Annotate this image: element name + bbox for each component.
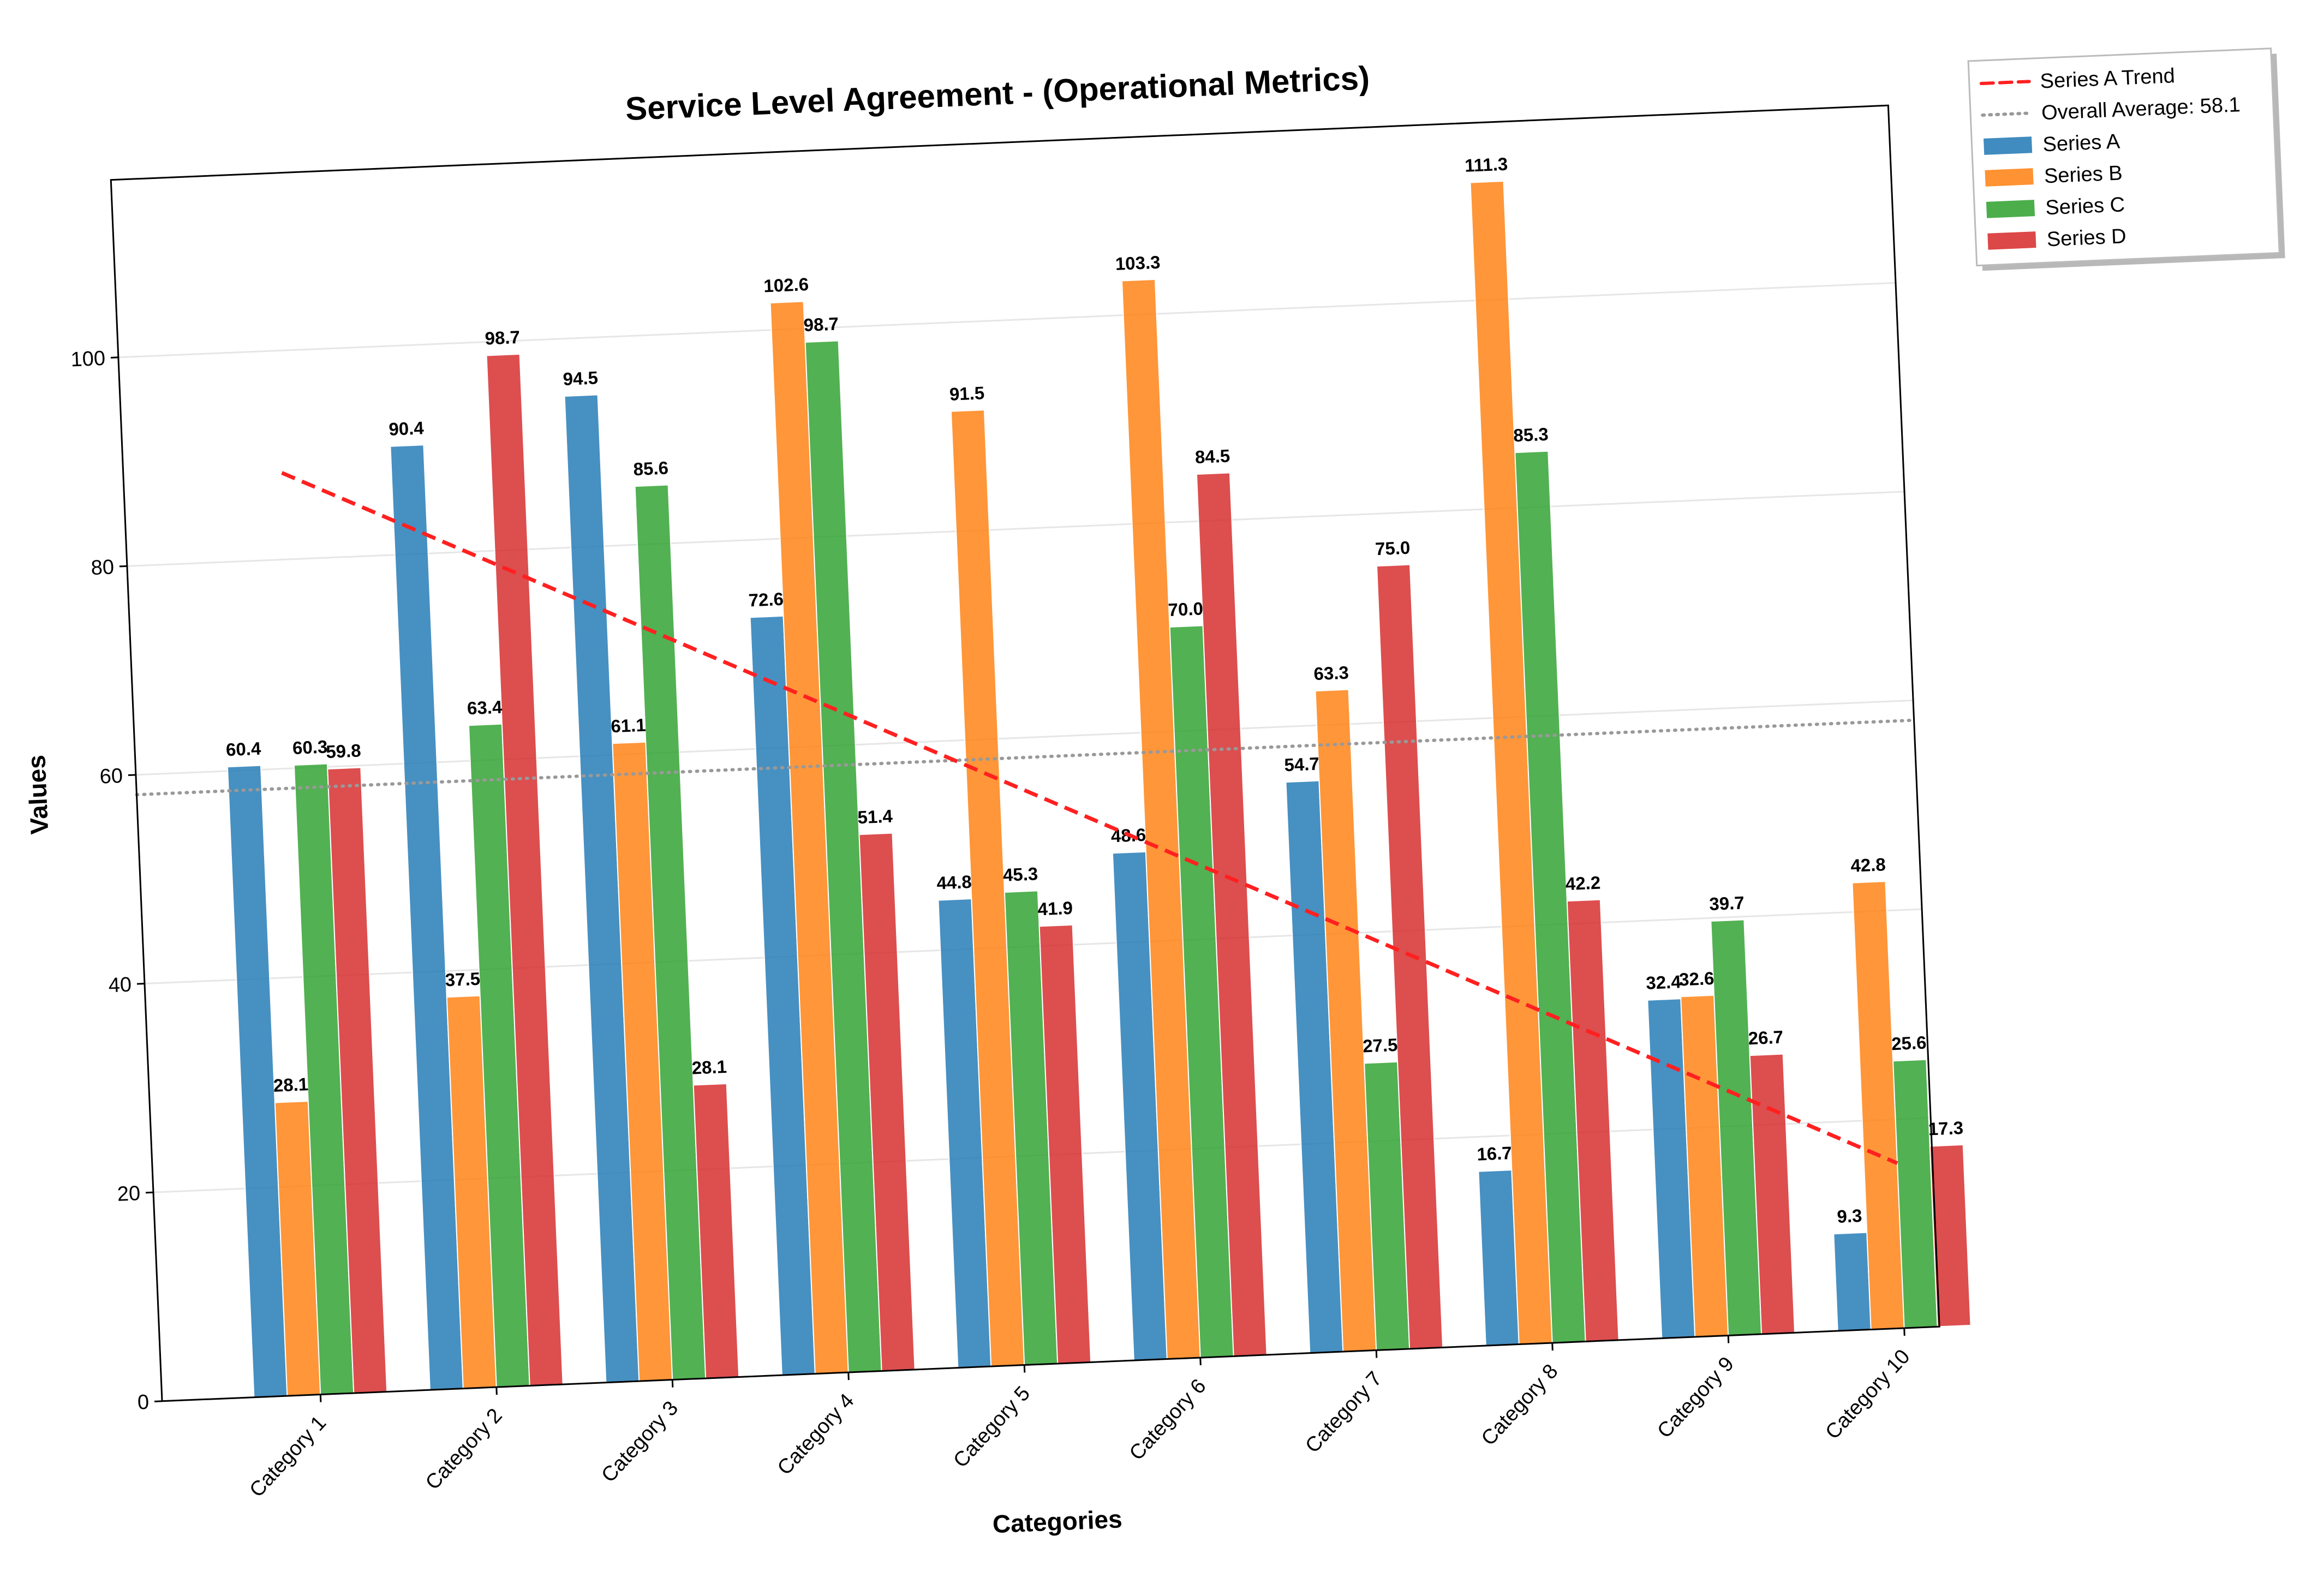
overlay-lines xyxy=(135,471,1916,1165)
x-tick-label: Category 8 xyxy=(1477,1360,1563,1450)
y-axis: 0 20 40 60 80 100 xyxy=(70,347,163,1414)
bar-value-label: 60.3 xyxy=(292,737,328,758)
bar-value-label: 27.5 xyxy=(1362,1035,1398,1056)
bar-value-label: 85.3 xyxy=(1513,424,1549,446)
bar-value-label: 98.7 xyxy=(803,313,839,335)
legend-entry-label: Series C xyxy=(2045,193,2125,219)
bar-value-label: 28.1 xyxy=(691,1056,727,1078)
gridline xyxy=(118,282,1896,359)
bar-value-label: 32.6 xyxy=(1678,968,1714,990)
legend-entry-label: Series A xyxy=(2042,130,2121,156)
bar-value-label: 39.7 xyxy=(1709,892,1745,914)
average-line xyxy=(135,718,1916,797)
bar-value-label: 61.1 xyxy=(611,715,647,737)
trend-line xyxy=(281,471,1898,1165)
y-tick-label: 0 xyxy=(137,1391,150,1414)
bar-value-label: 59.8 xyxy=(326,740,362,762)
y-tick xyxy=(154,1400,163,1402)
y-axis-title: Values xyxy=(22,754,53,835)
y-tick xyxy=(110,356,118,359)
x-tick xyxy=(1551,1342,1554,1351)
x-tick-label: Category 9 xyxy=(1653,1353,1738,1443)
bar-value-label: 60.4 xyxy=(225,738,261,760)
bar-value-label: 51.4 xyxy=(857,806,893,828)
x-tick-label: Category 4 xyxy=(773,1389,859,1479)
legend-entry-label: Series A Trend xyxy=(2040,64,2176,93)
bar-value-label: 70.0 xyxy=(1168,598,1204,620)
bar-value-label: 98.7 xyxy=(485,327,521,349)
bar-value-label: 26.7 xyxy=(1748,1027,1784,1049)
x-tick-label: Category 7 xyxy=(1301,1367,1387,1457)
bar-value-label: 54.7 xyxy=(1284,754,1320,775)
legend-entry-label: Series B xyxy=(2044,162,2123,188)
y-tick-label: 60 xyxy=(99,764,123,788)
chart-title: Service Level Agreement - (Operational M… xyxy=(625,59,1371,127)
legend-patch-swatch xyxy=(1987,231,2036,250)
x-tick-label: Category 6 xyxy=(1125,1375,1211,1465)
y-tick-label: 80 xyxy=(91,555,115,580)
bar-value-label: 103.3 xyxy=(1115,252,1161,274)
bar-value-label: 44.8 xyxy=(936,871,972,893)
plot-frame xyxy=(110,104,1940,1402)
x-tick-label: Category 1 xyxy=(245,1412,331,1502)
legend-patch-swatch xyxy=(1986,200,2035,218)
y-tick-label: 100 xyxy=(70,347,106,372)
bar-value-label: 32.4 xyxy=(1646,971,1682,993)
legend-entry-label: Series D xyxy=(2046,225,2126,251)
bar-value-label: 17.3 xyxy=(1928,1118,1964,1139)
x-tick xyxy=(1727,1335,1730,1343)
bar-value-label: 42.2 xyxy=(1565,873,1601,894)
legend-box xyxy=(1967,47,2280,267)
bar-series-a xyxy=(390,444,464,1391)
bar-value-label: 94.5 xyxy=(563,367,599,389)
x-tick xyxy=(1199,1357,1202,1366)
bar-series-a xyxy=(1833,1232,1872,1332)
bar-value-label: 111.3 xyxy=(1464,154,1508,176)
x-tick xyxy=(671,1379,674,1388)
x-tick-label: Category 5 xyxy=(949,1382,1035,1472)
bar-group xyxy=(226,180,1971,1398)
bar-value-label: 28.1 xyxy=(273,1074,309,1096)
bar-value-label: 16.7 xyxy=(1477,1143,1513,1164)
x-tick-label: Category 2 xyxy=(421,1404,507,1494)
bar-value-label: 85.6 xyxy=(633,458,669,480)
legend-line-swatch xyxy=(1981,111,2033,117)
legend-line-swatch xyxy=(1979,80,2031,86)
bar-value-label: 63.3 xyxy=(1313,662,1349,684)
bar-value-label: 25.6 xyxy=(1891,1032,1927,1054)
bar-value-label: 42.8 xyxy=(1850,854,1886,876)
bar-value-label: 102.6 xyxy=(763,274,809,296)
x-tick xyxy=(1375,1350,1378,1358)
bar-value-label: 72.6 xyxy=(748,589,784,611)
x-tick xyxy=(1023,1365,1026,1373)
x-tick xyxy=(1903,1328,1905,1336)
y-tick-label: 20 xyxy=(117,1182,141,1206)
bar-value-label: 63.4 xyxy=(467,697,503,719)
x-axis-title: Categories xyxy=(992,1504,1123,1538)
legend-patch-swatch xyxy=(1985,168,2034,187)
legend-patch-swatch xyxy=(1984,136,2033,155)
y-tick xyxy=(145,1191,154,1194)
bar-value-label: 91.5 xyxy=(949,383,985,404)
bar-value-label: 84.5 xyxy=(1194,445,1230,467)
chart-canvas: 60.490.494.572.644.848.654.716.732.49.32… xyxy=(22,47,2285,1538)
bar-value-label: 9.3 xyxy=(1837,1205,1862,1227)
x-tick xyxy=(319,1394,322,1402)
y-tick-label: 40 xyxy=(108,973,132,997)
x-tick-label: Category 10 xyxy=(1821,1345,1915,1444)
bar-value-label: 37.5 xyxy=(445,969,481,990)
bar-value-label: 75.0 xyxy=(1375,537,1411,559)
bar-value-label: 45.3 xyxy=(1002,863,1038,885)
bar-series-d xyxy=(1929,1144,1971,1328)
x-tick-label: Category 3 xyxy=(597,1397,683,1487)
bar-value-label: 90.4 xyxy=(389,417,425,439)
bar-value-label: 41.9 xyxy=(1037,898,1073,919)
